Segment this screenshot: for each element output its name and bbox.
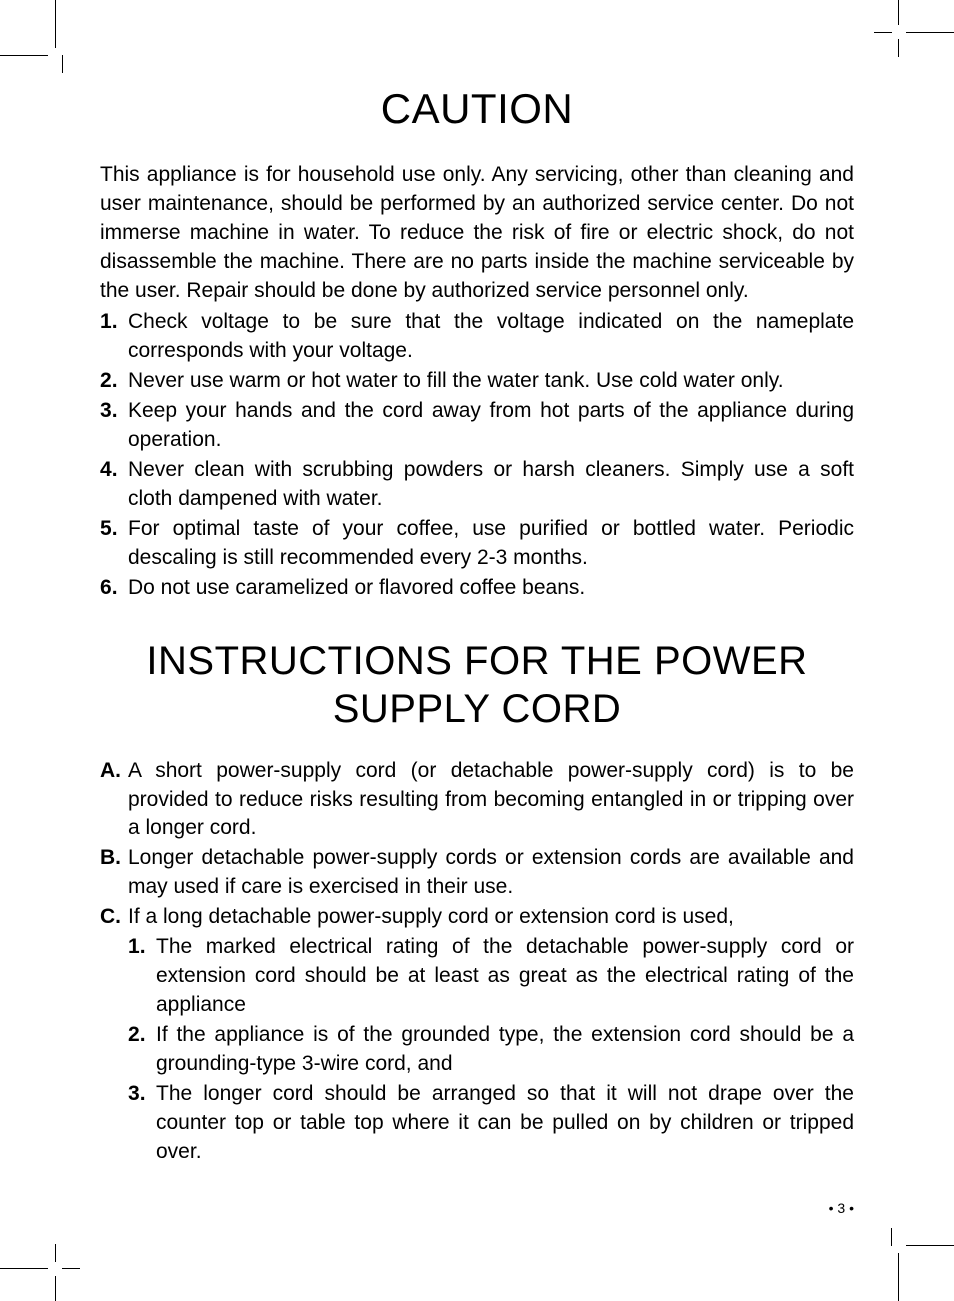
cord-sublist: The marked electrical rating of the deta… [128, 933, 854, 1167]
page-number: • 3 • [829, 1200, 854, 1216]
crop-mark [55, 1276, 56, 1301]
list-item: Never use warm or hot water to fill the … [100, 367, 854, 396]
crop-mark [62, 55, 63, 73]
crop-mark [891, 1228, 892, 1246]
list-item: The marked electrical rating of the deta… [128, 933, 854, 1020]
crop-mark [55, 1244, 56, 1262]
heading-power-cord: INSTRUCTIONS FOR THE POWER SUPPLY CORD [100, 637, 854, 733]
list-item: If a long detachable power-supply cord o… [100, 903, 854, 1167]
cord-list: A short power-supply cord (or detachable… [100, 757, 854, 1168]
list-item: Do not use caramelized or flavored coffe… [100, 574, 854, 603]
list-item: Longer detachable power-supply cords or … [100, 844, 854, 902]
crop-mark [898, 0, 899, 25]
crop-mark [62, 1268, 80, 1269]
crop-mark [906, 32, 954, 33]
crop-mark [898, 1253, 899, 1301]
crop-mark [898, 39, 899, 57]
list-item: If the appliance is of the grounded type… [128, 1021, 854, 1079]
list-item: The longer cord should be arranged so th… [128, 1080, 854, 1167]
list-item: For optimal taste of your coffee, use pu… [100, 515, 854, 573]
list-item-text: If a long detachable power-supply cord o… [128, 905, 734, 928]
caution-list: Check voltage to be sure that the voltag… [100, 308, 854, 603]
crop-mark [0, 55, 48, 56]
list-item: A short power-supply cord (or detachable… [100, 757, 854, 844]
intro-paragraph: This appliance is for household use only… [100, 161, 854, 306]
list-item: Never clean with scrubbing powders or ha… [100, 456, 854, 514]
heading-caution: CAUTION [100, 85, 854, 133]
page-content: CAUTION This appliance is for household … [100, 85, 854, 1216]
crop-mark [55, 0, 56, 48]
crop-mark [874, 32, 892, 33]
list-item: Keep your hands and the cord away from h… [100, 397, 854, 455]
list-item: Check voltage to be sure that the voltag… [100, 308, 854, 366]
crop-mark [906, 1245, 954, 1246]
crop-mark [0, 1268, 48, 1269]
